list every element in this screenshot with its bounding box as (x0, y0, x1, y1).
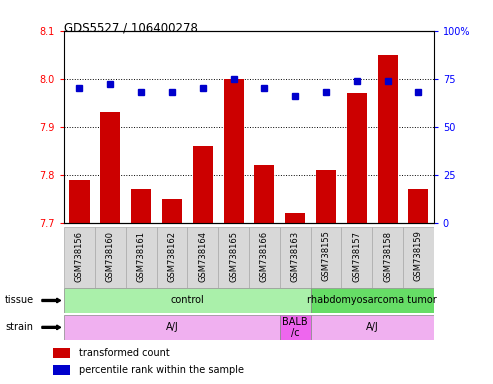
FancyBboxPatch shape (218, 227, 249, 288)
Text: control: control (171, 295, 204, 306)
Text: GSM738164: GSM738164 (198, 230, 207, 281)
Text: BALB
/c: BALB /c (282, 316, 308, 338)
Bar (285, 213, 305, 223)
Bar (100, 112, 120, 223)
Text: GSM738162: GSM738162 (168, 230, 176, 281)
Text: strain: strain (5, 322, 33, 333)
Text: rhabdomyosarcoma tumor: rhabdomyosarcoma tumor (307, 295, 437, 306)
Text: GSM738155: GSM738155 (321, 231, 330, 281)
FancyBboxPatch shape (187, 227, 218, 288)
Bar (70, 179, 90, 223)
FancyBboxPatch shape (95, 227, 126, 288)
FancyBboxPatch shape (249, 227, 280, 288)
Text: GSM738160: GSM738160 (106, 230, 115, 281)
FancyBboxPatch shape (311, 315, 434, 340)
Text: percentile rank within the sample: percentile rank within the sample (79, 365, 244, 375)
Text: GDS5527 / 106400278: GDS5527 / 106400278 (64, 21, 198, 34)
Text: GSM738156: GSM738156 (75, 230, 84, 281)
Text: GSM738157: GSM738157 (352, 230, 361, 281)
Bar (316, 170, 336, 223)
Text: tissue: tissue (5, 295, 34, 306)
Text: A/J: A/J (166, 322, 178, 333)
Text: GSM738165: GSM738165 (229, 230, 238, 281)
Bar (131, 189, 151, 223)
FancyBboxPatch shape (341, 227, 372, 288)
FancyBboxPatch shape (372, 227, 403, 288)
Text: GSM738163: GSM738163 (291, 230, 300, 281)
Bar (378, 55, 398, 223)
Bar (347, 93, 367, 223)
FancyBboxPatch shape (64, 288, 311, 313)
Text: A/J: A/J (366, 322, 379, 333)
FancyBboxPatch shape (311, 288, 434, 313)
Bar (223, 79, 244, 223)
Text: GSM738161: GSM738161 (137, 230, 145, 281)
Bar (193, 146, 213, 223)
Bar (254, 165, 275, 223)
FancyBboxPatch shape (403, 227, 434, 288)
Bar (162, 199, 182, 223)
Text: GSM738159: GSM738159 (414, 231, 423, 281)
Bar (54, 365, 70, 375)
FancyBboxPatch shape (64, 315, 280, 340)
Text: GSM738158: GSM738158 (383, 230, 392, 281)
FancyBboxPatch shape (280, 227, 311, 288)
FancyBboxPatch shape (280, 315, 311, 340)
FancyBboxPatch shape (126, 227, 157, 288)
Bar (408, 189, 428, 223)
Bar (54, 348, 70, 358)
FancyBboxPatch shape (311, 227, 341, 288)
FancyBboxPatch shape (64, 227, 95, 288)
FancyBboxPatch shape (157, 227, 187, 288)
Text: transformed count: transformed count (79, 348, 170, 358)
Text: GSM738166: GSM738166 (260, 230, 269, 281)
